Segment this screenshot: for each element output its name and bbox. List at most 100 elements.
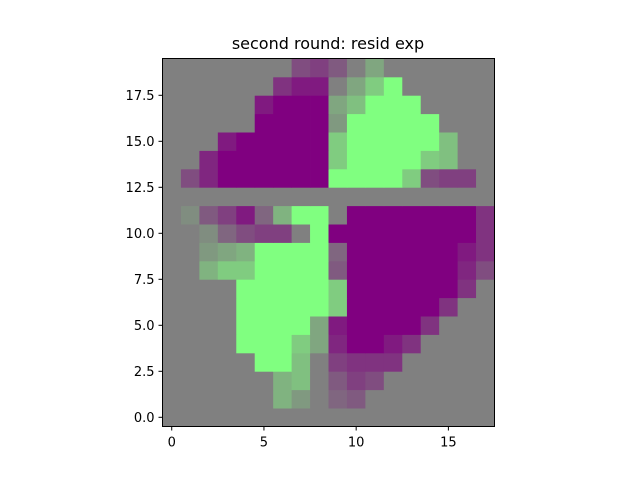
- heatmap-cell: [346, 389, 366, 409]
- heatmap-cell: [402, 224, 422, 243]
- heatmap-cell: [365, 95, 385, 115]
- heatmap-cell: [254, 76, 274, 96]
- heatmap-cell: [476, 352, 495, 372]
- heatmap-cell: [162, 334, 182, 354]
- heatmap-cell: [476, 168, 495, 188]
- heatmap-cell: [217, 224, 237, 243]
- heatmap-cell: [236, 168, 256, 188]
- heatmap-cell: [162, 76, 182, 96]
- heatmap-cell: [180, 279, 200, 299]
- heatmap-cell: [328, 352, 348, 372]
- heatmap-cell: [346, 242, 366, 262]
- heatmap-cell: [365, 297, 385, 317]
- heatmap-cell: [457, 389, 477, 409]
- heatmap-cell: [402, 132, 422, 151]
- heatmap-cell: [162, 260, 182, 280]
- heatmap-cell: [180, 316, 200, 335]
- heatmap-cell: [199, 389, 219, 409]
- heatmap-cell: [162, 371, 182, 391]
- heatmap-cell: [365, 408, 385, 427]
- heatmap-cell: [236, 279, 256, 299]
- heatmap-cell: [439, 150, 459, 170]
- heatmap-cell: [254, 352, 274, 372]
- heatmap-cell: [457, 224, 477, 243]
- heatmap-cell: [310, 224, 329, 243]
- heatmap-cell: [180, 334, 200, 354]
- heatmap-cell: [346, 371, 366, 391]
- heatmap-cell: [476, 389, 495, 409]
- heatmap-cell: [273, 76, 293, 96]
- heatmap-cell: [328, 316, 348, 335]
- heatmap-cell: [310, 279, 329, 299]
- heatmap-cell: [199, 187, 219, 207]
- heatmap-cell: [254, 316, 274, 335]
- heatmap-cell: [402, 334, 422, 354]
- heatmap-cell: [346, 58, 366, 78]
- heatmap-cell: [346, 95, 366, 115]
- heatmap-cell: [236, 260, 256, 280]
- heatmap-cell: [254, 150, 274, 170]
- heatmap-cell: [162, 150, 182, 170]
- heatmap-cell: [291, 205, 311, 225]
- heatmap-cell: [236, 297, 256, 317]
- heatmap-cell: [180, 408, 200, 427]
- heatmap-cell: [457, 58, 477, 78]
- heatmap-cell: [420, 150, 440, 170]
- heatmap-cell: [162, 224, 182, 243]
- heatmap-cell: [365, 352, 385, 372]
- plot-frame: [162, 58, 495, 427]
- heatmap-cell: [180, 187, 200, 207]
- heatmap-cell: [383, 242, 403, 262]
- heatmap-cell: [365, 260, 385, 280]
- heatmap-cell: [254, 389, 274, 409]
- heatmap-cell: [383, 132, 403, 151]
- heatmap-cell: [273, 352, 293, 372]
- heatmap-cell: [476, 224, 495, 243]
- heatmap-cell: [180, 242, 200, 262]
- heatmap-cell: [420, 260, 440, 280]
- heatmap-cell: [236, 113, 256, 133]
- heatmap-cell: [236, 132, 256, 151]
- heatmap-cell: [236, 352, 256, 372]
- heatmap-cell: [254, 132, 274, 151]
- heatmap-cell: [180, 113, 200, 133]
- x-axis: 0 5 10 15: [168, 426, 457, 451]
- heatmap-cell: [291, 150, 311, 170]
- heatmap-cell: [254, 408, 274, 427]
- heatmap-cell: [162, 389, 182, 409]
- heatmap-cell: [236, 334, 256, 354]
- heatmap-cell: [291, 334, 311, 354]
- heatmap-cell: [180, 76, 200, 96]
- heatmap-cell: [217, 76, 237, 96]
- heatmap-cell: [383, 389, 403, 409]
- heatmap-cell: [402, 371, 422, 391]
- heatmap-cell: [383, 279, 403, 299]
- heatmap-cell: [476, 205, 495, 225]
- heatmap-cell: [420, 95, 440, 115]
- heatmap-cell: [199, 371, 219, 391]
- heatmap-cell: [439, 334, 459, 354]
- y-tick-label: 7.5: [134, 273, 155, 288]
- heatmap-cell: [273, 205, 293, 225]
- x-tick-label: 0: [168, 436, 176, 451]
- heatmap-cell: [310, 132, 329, 151]
- heatmap-cell: [402, 242, 422, 262]
- y-axis: 0.0 2.5 5.0 7.5 10.0 12.5 15.0 17.5: [126, 89, 163, 426]
- y-tick-label: 15.0: [126, 135, 155, 150]
- heatmap-cell: [457, 113, 477, 133]
- heatmap-cell: [457, 168, 477, 188]
- heatmap-cell: [291, 76, 311, 96]
- heatmap-cell: [420, 297, 440, 317]
- heatmap-cell: [476, 113, 495, 133]
- heatmap-cell: [162, 168, 182, 188]
- heatmap-cell: [420, 371, 440, 391]
- heatmap-cell: [346, 260, 366, 280]
- heatmap-cell: [310, 113, 329, 133]
- heatmap-cell: [291, 279, 311, 299]
- heatmap-cell: [439, 224, 459, 243]
- heatmap-cell: [310, 150, 329, 170]
- heatmap-cell: [291, 132, 311, 151]
- heatmap-cell: [180, 205, 200, 225]
- heatmap-cell: [254, 260, 274, 280]
- heatmap-cell: [273, 132, 293, 151]
